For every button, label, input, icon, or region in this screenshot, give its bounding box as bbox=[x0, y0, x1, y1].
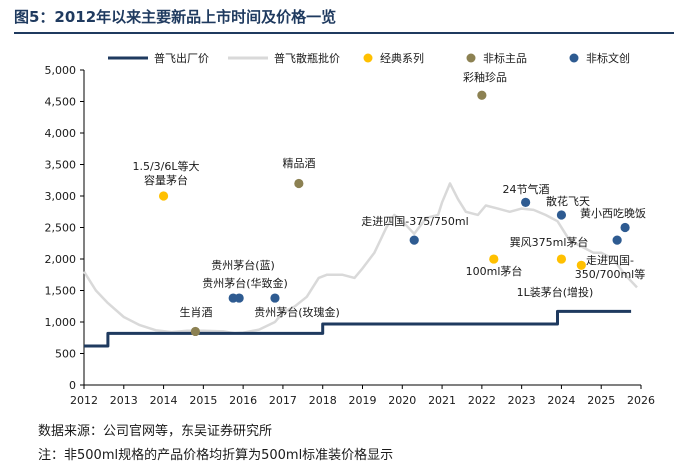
product-label: 贵州茅台(华致金) bbox=[202, 276, 288, 290]
x-tick-label: 2026 bbox=[627, 394, 655, 407]
product-label: 1L装茅台(增投) bbox=[517, 285, 594, 299]
legend-swatch bbox=[466, 53, 476, 63]
y-tick-label: 500 bbox=[55, 348, 76, 361]
product-point bbox=[270, 293, 280, 303]
product-label: 精品酒 bbox=[283, 157, 316, 170]
product-point bbox=[294, 178, 304, 189]
product-label: 生肖酒 bbox=[180, 305, 213, 319]
figure-title: 图5：2012年以来主要新品上市时间及价格一览 bbox=[14, 8, 337, 26]
y-tick-label: 0 bbox=[69, 379, 76, 392]
axes: 0 500 1,000 1,500 2,000 2,500 3,000 3,500 4,000 4… bbox=[45, 64, 656, 407]
x-tick-label: 2012 bbox=[70, 394, 98, 407]
product-point bbox=[190, 326, 200, 337]
product-label: 彩釉珍品 bbox=[463, 70, 507, 84]
title-rule bbox=[14, 32, 674, 34]
y-tick-label: 1,000 bbox=[45, 316, 77, 329]
x-tick-label: 2023 bbox=[508, 394, 536, 407]
y-tick-label: 3,500 bbox=[45, 159, 77, 172]
x-tick-label: 2022 bbox=[468, 394, 496, 407]
legend-swatch bbox=[363, 53, 373, 63]
x-tick-label: 2018 bbox=[309, 394, 337, 407]
product-label: 100ml茅台 bbox=[466, 264, 523, 278]
product-label: 散花飞天 bbox=[546, 194, 590, 208]
x-tick-label: 2016 bbox=[229, 394, 257, 407]
product-label: 巽风375ml茅台 bbox=[510, 235, 589, 249]
y-tick-label: 4,500 bbox=[45, 96, 77, 109]
legend-swatch bbox=[569, 53, 579, 63]
x-tick-label: 2017 bbox=[269, 394, 297, 407]
product-point bbox=[612, 235, 622, 245]
y-tick-label: 2,500 bbox=[45, 222, 77, 235]
product-point bbox=[576, 260, 586, 270]
product-label: 走进四国-375/750ml bbox=[361, 215, 468, 228]
y-tick-label: 3,000 bbox=[45, 190, 77, 203]
series-points bbox=[158, 90, 630, 337]
product-point bbox=[521, 197, 531, 207]
footnote: 注：非500ml规格的产品价格均折算为500ml标准装价格显示 bbox=[38, 448, 394, 463]
legend-label: 非标主品 bbox=[483, 51, 527, 65]
y-tick-label: 2,000 bbox=[45, 253, 77, 266]
legend-label: 经典系列 bbox=[380, 51, 424, 65]
product-point bbox=[556, 254, 567, 264]
product-label: 贵州茅台(蓝) bbox=[211, 258, 275, 272]
x-tick-label: 2019 bbox=[349, 394, 377, 407]
x-tick-label: 2021 bbox=[428, 394, 456, 407]
legend: 普飞出厂价 普飞散瓶批价 经典系列 非标主品 非标文创 bbox=[108, 51, 630, 65]
y-tick-label: 1,500 bbox=[45, 285, 77, 298]
series-lines bbox=[82, 182, 638, 348]
product-point bbox=[620, 222, 630, 233]
source-note: 数据来源：公司官网等，东吴证券研究所 bbox=[38, 424, 273, 439]
product-label: 黄小西吃晚饭 bbox=[580, 206, 646, 220]
y-tick-label: 4,000 bbox=[45, 127, 77, 140]
product-label: 24节气酒 bbox=[503, 182, 550, 196]
x-tick-label: 2014 bbox=[150, 394, 178, 407]
x-tick-label: 2025 bbox=[587, 394, 615, 407]
x-tick-label: 2024 bbox=[547, 394, 575, 407]
batch-price-line bbox=[82, 182, 638, 335]
product-label: 走进四国-350/700ml等 bbox=[575, 254, 645, 281]
product-point bbox=[158, 191, 169, 201]
product-point bbox=[234, 293, 244, 303]
product-point bbox=[477, 90, 487, 100]
y-tick-label: 5,000 bbox=[45, 64, 77, 77]
product-label: 1.5/3/6L等大容量茅台 bbox=[132, 159, 199, 187]
legend-label: 普飞散瓶批价 bbox=[274, 51, 340, 65]
legend-label: 普飞出厂价 bbox=[154, 51, 209, 65]
x-tick-label: 2020 bbox=[388, 394, 416, 407]
product-point bbox=[409, 235, 419, 245]
factory-price-line bbox=[84, 309, 632, 348]
product-label: 贵州茅台(玫瑰金) bbox=[254, 305, 340, 319]
product-point bbox=[489, 254, 499, 264]
legend-label: 非标文创 bbox=[586, 51, 630, 65]
x-tick-label: 2013 bbox=[110, 394, 138, 407]
x-tick-label: 2015 bbox=[189, 394, 217, 407]
product-point bbox=[556, 210, 567, 220]
